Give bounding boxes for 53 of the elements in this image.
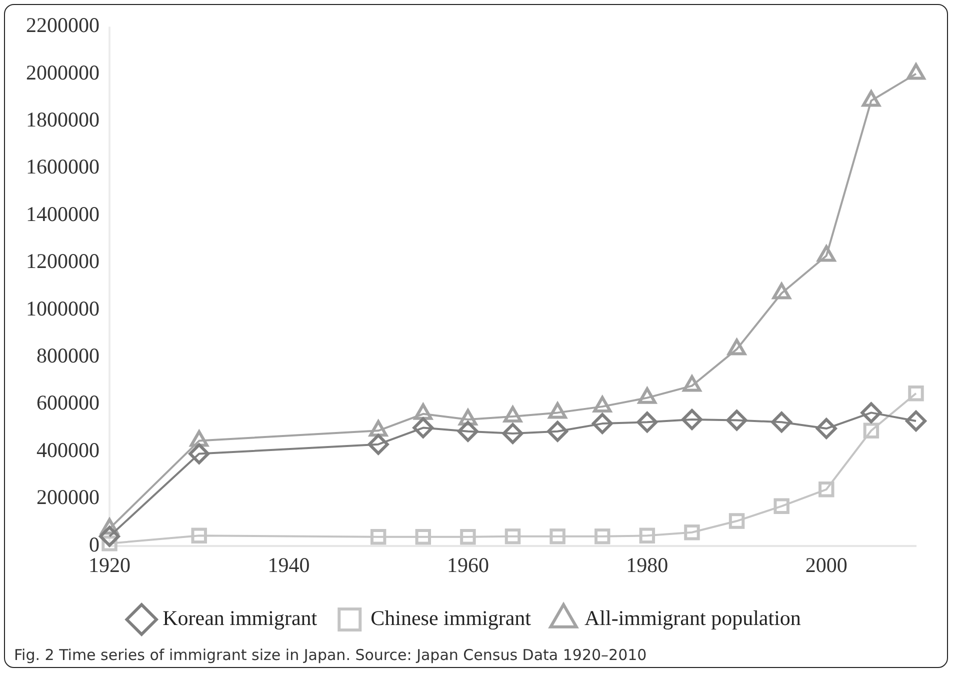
- point: [370, 528, 386, 545]
- point: [728, 513, 745, 529]
- point: [368, 434, 389, 455]
- point: [726, 410, 748, 431]
- point: [457, 420, 478, 442]
- point: [906, 410, 926, 432]
- point: [863, 422, 880, 438]
- y-tick-label: 800000: [36, 344, 100, 368]
- y-tick-label: 200000: [36, 485, 100, 510]
- point: [771, 412, 792, 433]
- y-tick-label: 1600000: [26, 154, 100, 179]
- y-tick-label: 1000000: [26, 296, 100, 320]
- point: [592, 413, 613, 434]
- y-tick-label: 2000000: [26, 60, 100, 84]
- point: [818, 482, 834, 498]
- y-tick-label: 1400000: [26, 202, 100, 226]
- x-tick-label: 1980: [626, 552, 668, 577]
- point: [550, 528, 566, 544]
- point: [639, 528, 656, 544]
- point: [727, 338, 746, 356]
- caption: Fig. 2 Time series of immigrant size in Japan. Source: Japan Census Data 1920–2010: [14, 646, 647, 664]
- point: [906, 63, 926, 80]
- y-tick-label: 400000: [36, 438, 100, 462]
- point: [772, 282, 791, 300]
- point: [502, 422, 524, 444]
- point: [684, 524, 700, 540]
- y-tick-label: 1800000: [26, 108, 100, 132]
- legend-label: All-immigrant population: [584, 606, 802, 630]
- point: [817, 245, 836, 262]
- y-tick-label: 2200000: [26, 13, 100, 38]
- legend-label: Korean immigrant: [162, 606, 318, 630]
- point: [681, 409, 702, 430]
- point: [415, 528, 432, 545]
- x-tick-label: 2000: [805, 552, 848, 577]
- x-tick-label: 1940: [268, 552, 310, 577]
- x-tick-label: 1960: [446, 552, 489, 577]
- point: [908, 385, 924, 402]
- point: [547, 420, 568, 442]
- point: [594, 528, 610, 544]
- point: [860, 402, 882, 424]
- point: [191, 528, 207, 544]
- point: [188, 443, 210, 464]
- point: [504, 528, 521, 544]
- point: [774, 498, 790, 514]
- point: [412, 417, 434, 438]
- y-tick-label: 1200000: [26, 249, 100, 274]
- point: [862, 90, 880, 107]
- y-tick-label: 600000: [36, 390, 100, 415]
- point: [636, 412, 658, 433]
- point: [99, 526, 120, 547]
- point: [816, 418, 837, 440]
- legend-label: Chinese immigrant: [370, 606, 532, 630]
- point: [460, 528, 476, 545]
